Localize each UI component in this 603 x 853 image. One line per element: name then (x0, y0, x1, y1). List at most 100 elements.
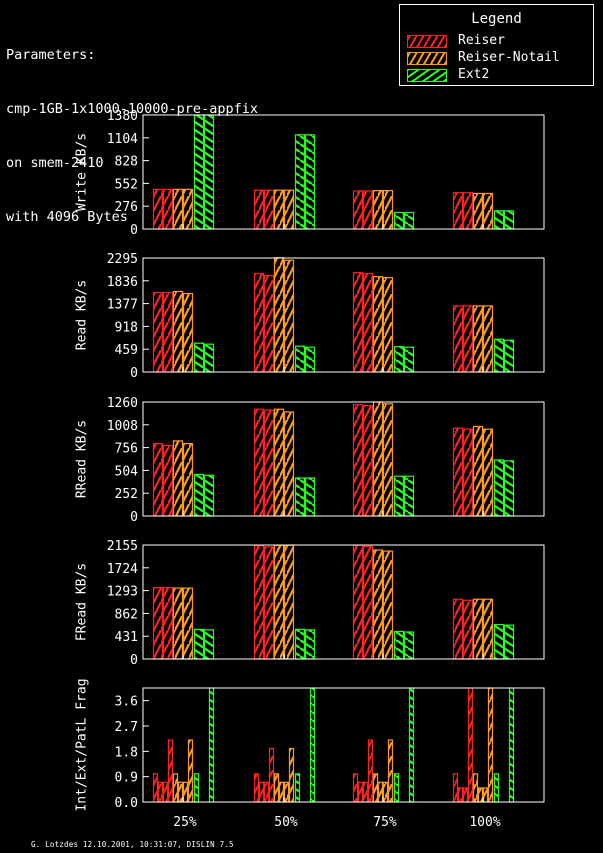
bar-reiser-notail-25pct (172, 587, 184, 660)
bar-reiser-50pct (253, 773, 260, 803)
bar-reiser-notail-50pct (288, 747, 295, 803)
bar-ext2-100pct (503, 210, 515, 230)
bar-reiser-notail-100pct (472, 425, 484, 517)
bar-ext2-100pct (508, 687, 515, 803)
bar-reiser-50pct (258, 781, 265, 803)
bar-reiser-notail-100pct (482, 192, 494, 230)
bar-reiser-100pct (452, 305, 464, 373)
bar-reiser-notail-50pct (283, 781, 290, 803)
legend-title: Legend (471, 11, 522, 27)
y-tick-label: 0 (130, 366, 138, 381)
y-tick-label: 918 (115, 320, 138, 335)
bar-reiser-notail-100pct (482, 787, 489, 803)
bar-reiser-25pct (152, 188, 164, 230)
bar-reiser-notail-50pct (283, 189, 295, 230)
bar-ext2-50pct (294, 628, 306, 660)
bar-ext2-75pct (403, 346, 415, 373)
bar-reiser-notail-25pct (187, 739, 194, 803)
y-axis-label: Read KB/s (75, 280, 90, 350)
bar-ext2-75pct (393, 211, 405, 230)
bar-ext2-25pct (193, 342, 205, 373)
bar-reiser-75pct (362, 545, 374, 660)
bar-reiser-100pct (457, 787, 464, 803)
y-tick-label: 0 (130, 653, 138, 668)
bar-reiser-25pct (157, 781, 164, 803)
bar-reiser-notail-25pct (182, 587, 194, 660)
plot-frame (142, 687, 545, 803)
y-tick-label: 1104 (107, 132, 138, 147)
param-line-3: on smem-2410 (6, 155, 104, 171)
legend-label-reiser: Reiser (458, 33, 505, 48)
bar-reiser-notail-75pct (377, 781, 384, 803)
bar-ext2-75pct (403, 211, 415, 230)
bar-reiser-notail-100pct (482, 428, 494, 517)
bar-ext2-50pct (304, 477, 316, 517)
bar-reiser-notail-75pct (382, 189, 394, 230)
bar-ext2-50pct (304, 629, 316, 660)
bar-reiser-notail-75pct (372, 773, 379, 803)
bar-reiser-75pct (367, 739, 374, 803)
x-tick-label: 75% (373, 815, 397, 830)
bar-ext2-100pct (493, 624, 505, 660)
bar-reiser-notail-75pct (382, 550, 394, 660)
bar-reiser-notail-25pct (182, 188, 194, 230)
bar-reiser-50pct (253, 189, 265, 230)
bar-reiser-notail-50pct (273, 408, 285, 517)
bar-reiser-50pct (253, 545, 265, 660)
bar-ext2-50pct (294, 345, 306, 373)
bar-ext2-25pct (203, 474, 215, 517)
y-tick-label: 276 (115, 200, 138, 215)
bar-reiser-25pct (152, 586, 164, 660)
y-tick-label: 2295 (107, 252, 138, 267)
y-tick-label: 1008 (107, 419, 138, 434)
bar-reiser-75pct (352, 190, 364, 230)
bar-reiser-100pct (467, 687, 474, 803)
chart-panel-5: 0.0 0.9 1.8 2.7 3.6 Int/Ext/PatL Frag 25% 50% 75… (75, 678, 545, 830)
bar-reiser-notail-75pct (372, 189, 384, 230)
bar-ext2-75pct (393, 475, 405, 517)
bar-ext2-100pct (493, 210, 505, 230)
legend-item-reiser-notail: Reiser-Notail (407, 50, 592, 66)
y-tick-label: 252 (115, 487, 138, 502)
bar-reiser-50pct (253, 408, 265, 517)
y-tick-label: 2155 (107, 539, 138, 554)
bar-reiser-100pct (462, 428, 474, 517)
bar-ext2-75pct (393, 346, 405, 373)
bar-reiser-notail-100pct (472, 305, 484, 373)
bar-reiser-notail-50pct (273, 189, 285, 230)
bar-reiser-notail-25pct (172, 440, 184, 517)
bar-ext2-75pct (393, 630, 405, 660)
bar-reiser-50pct (263, 781, 270, 803)
bar-reiser-notail-75pct (372, 276, 384, 373)
y-tick-label: 431 (115, 630, 138, 645)
bar-ext2-25pct (203, 114, 215, 230)
y-axis-label: FRead KB/s (75, 563, 90, 641)
bar-ext2-25pct (193, 628, 205, 660)
bar-reiser-100pct (462, 305, 474, 373)
legend-item-ext2: Ext2 (407, 67, 592, 83)
y-tick-label: 1724 (107, 562, 138, 577)
bar-reiser-notail-25pct (182, 781, 189, 803)
bar-reiser-75pct (362, 273, 374, 373)
bar-reiser-notail-100pct (472, 192, 484, 230)
bar-reiser-50pct (263, 275, 275, 373)
bar-reiser-25pct (152, 443, 164, 517)
bar-ext2-50pct (304, 134, 316, 230)
bar-reiser-50pct (263, 189, 275, 230)
y-tick-label: 862 (115, 607, 138, 622)
bar-reiser-75pct (362, 781, 369, 803)
bar-ext2-25pct (203, 343, 215, 373)
bar-reiser-notail-25pct (182, 292, 194, 373)
bar-reiser-notail-100pct (482, 598, 494, 660)
bar-reiser-75pct (352, 773, 359, 803)
bar-reiser-notail-50pct (283, 259, 295, 373)
bar-reiser-notail-25pct (172, 773, 179, 803)
chart-panel-1: 0 276 552 828 1104 1380 Write KB/s (75, 109, 545, 238)
bar-reiser-50pct (253, 273, 265, 373)
bar-reiser-notail-25pct (172, 188, 184, 230)
bar-reiser-notail-50pct (278, 781, 285, 803)
bar-reiser-25pct (162, 586, 174, 660)
param-line-4: with 4096 Bytes (6, 209, 128, 225)
legend-box: Legend Reiser Reiser-Notail Ext2 (399, 4, 594, 86)
